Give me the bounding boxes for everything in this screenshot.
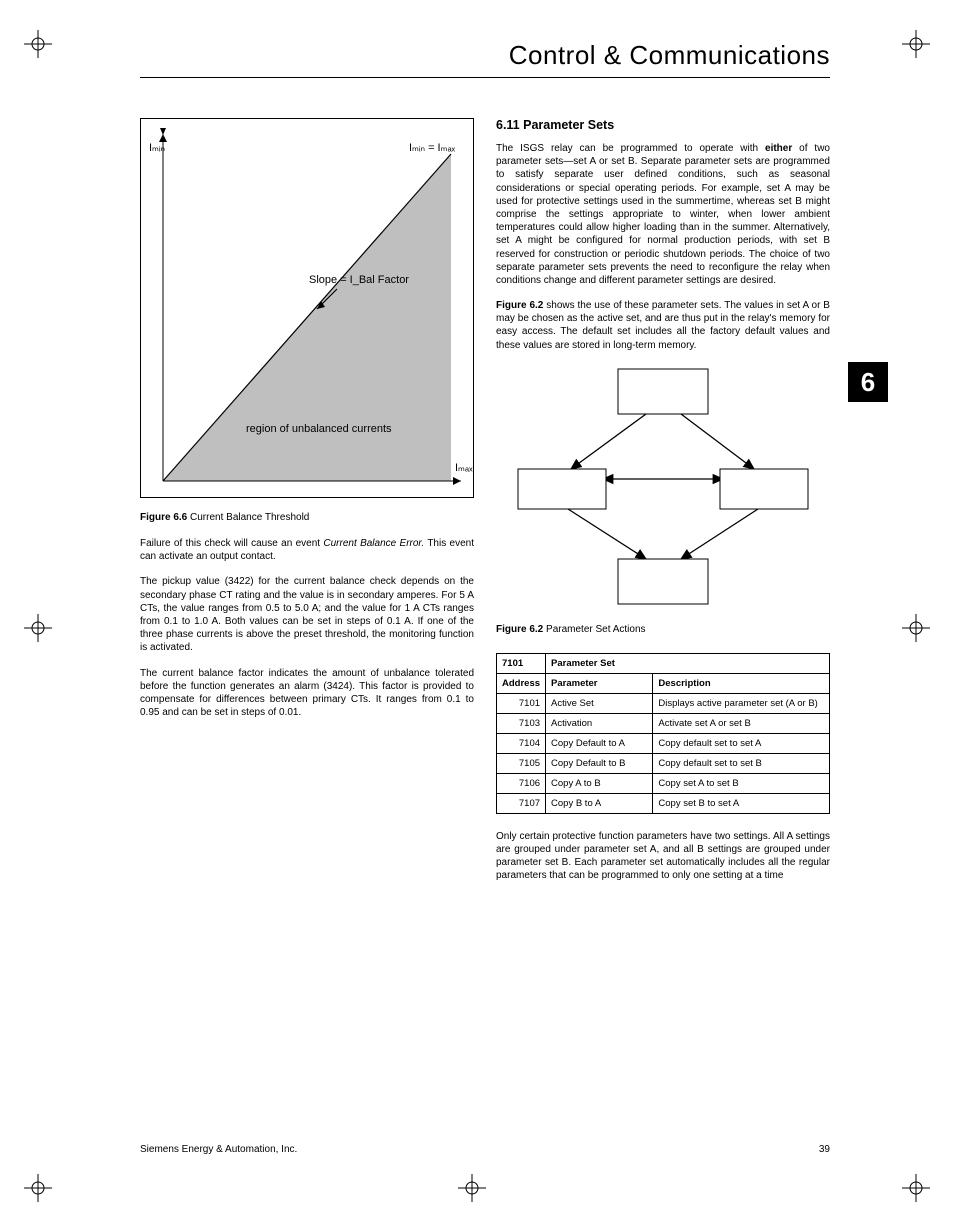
svg-text:region of unbalanced currents: region of unbalanced currents [246, 423, 392, 435]
crop-mark-bl [24, 1174, 52, 1202]
chapter-tab: 6 [848, 362, 888, 402]
text: The ISGS relay can be programmed to oper… [496, 143, 765, 154]
left-column: Iₘᵢₙ Iₘᵢₙ = Iₘₐₓ Slope = I_Bal Factor regio… [140, 118, 474, 895]
caption-bold: Figure 6.6 [140, 512, 187, 523]
paragraph: Figure 6.2 shows the use of these parame… [496, 299, 830, 352]
page-footer: Siemens Energy & Automation, Inc. 39 [140, 1144, 830, 1155]
svg-text:Iₘᵢₙ = Iₘₐₓ: Iₘᵢₙ = Iₘₐₓ [409, 142, 456, 154]
svg-text:Iₘₐₓ: Iₘₐₓ [455, 462, 473, 474]
figure-6-6-chart: Iₘᵢₙ Iₘᵢₙ = Iₘₐₓ Slope = I_Bal Factor regio… [140, 118, 474, 498]
crop-mark-bc [458, 1174, 486, 1202]
caption-bold: Figure 6.2 [496, 624, 543, 635]
section-heading: 6.11 Parameter Sets [496, 118, 830, 132]
text-bold: either [765, 143, 792, 154]
page-content: Control & Communications 6 IₘᵢₙIₘᵢₙ = Iₘ… [140, 40, 830, 895]
crop-mark-ml [24, 614, 52, 642]
text: of two parameter sets—set A or set B. Se… [496, 143, 830, 286]
caption-text: Parameter Set Actions [543, 624, 645, 635]
footer-company: Siemens Energy & Automation, Inc. [140, 1144, 297, 1155]
text-bold: Figure 6.2 [496, 300, 543, 311]
parameter-set-table: 7101Parameter SetAddressParameterDescrip… [496, 653, 830, 814]
footer-page-number: 39 [819, 1144, 830, 1155]
svg-text:Slope = I_Bal Factor: Slope = I_Bal Factor [309, 274, 409, 286]
paragraph: The pickup value (3422) for the current … [140, 575, 474, 654]
paragraph: Only certain protective function paramet… [496, 830, 830, 883]
crop-mark-mr [902, 614, 930, 642]
crop-mark-tr [902, 30, 930, 58]
figure-6-6-caption: Figure 6.6 Current Balance Threshold [140, 512, 474, 523]
crop-mark-br [902, 1174, 930, 1202]
text: shows the use of these parameter sets. T… [496, 300, 830, 351]
text-italic: Current Balance Error. [323, 538, 424, 549]
svg-text:Iₘᵢₙ: Iₘᵢₙ [149, 142, 165, 154]
paragraph: The ISGS relay can be programmed to oper… [496, 142, 830, 287]
caption-text: Current Balance Threshold [187, 512, 309, 523]
text: Failure of this check will cause an even… [140, 538, 323, 549]
figure-6-2-diagram [496, 364, 830, 614]
figure-6-2-caption: Figure 6.2 Parameter Set Actions [496, 624, 830, 635]
page-title: Control & Communications [140, 40, 830, 78]
crop-mark-tl [24, 30, 52, 58]
right-column: 6.11 Parameter Sets The ISGS relay can b… [496, 118, 830, 895]
paragraph: Failure of this check will cause an even… [140, 537, 474, 563]
paragraph: The current balance factor indicates the… [140, 667, 474, 720]
